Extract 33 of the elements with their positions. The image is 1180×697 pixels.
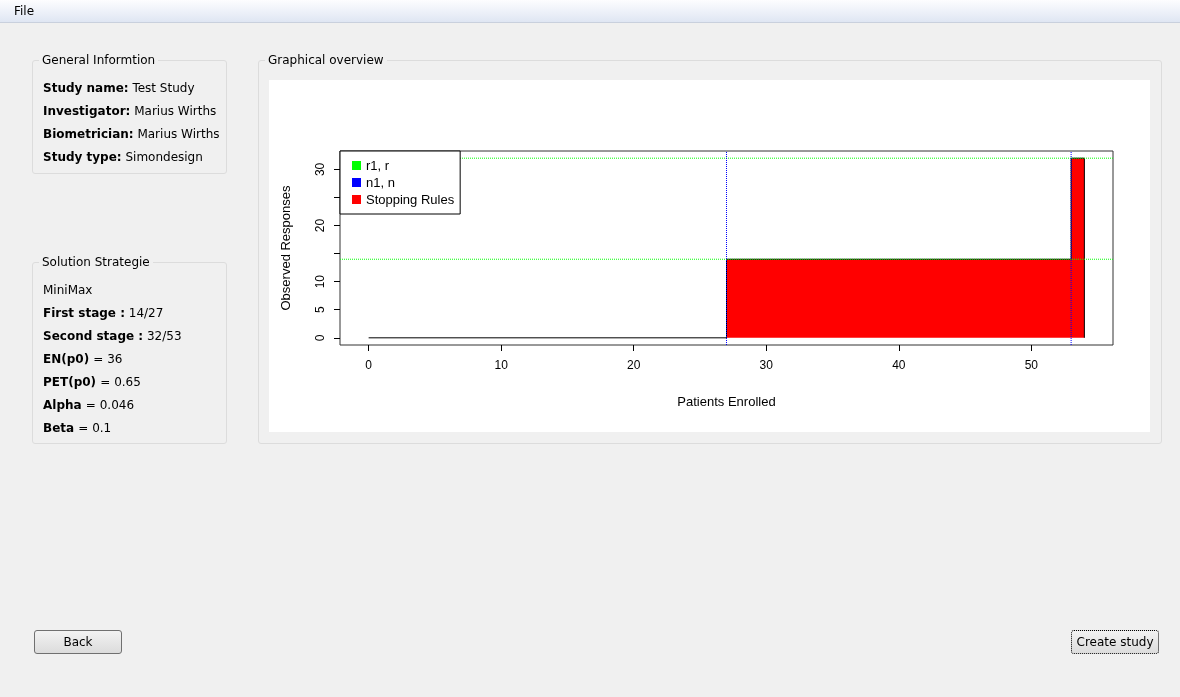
- text: Back: [34, 630, 122, 654]
- x-tick-label: 10: [494, 358, 509, 372]
- x-axis-title: Patients Enrolled: [677, 394, 776, 409]
- text: First stage : 14/27: [43, 306, 164, 320]
- text: Investigator: Marius Wirths: [43, 104, 217, 118]
- x-tick-label: 40: [892, 358, 906, 372]
- text: Study type: Simondesign: [43, 150, 203, 164]
- y-tick-label: 30: [313, 162, 327, 177]
- text: Create study: [1071, 630, 1159, 654]
- x-tick-label: 30: [759, 358, 774, 372]
- text: PET(p0) = 0.65: [43, 375, 141, 389]
- text: Beta = 0.1: [43, 421, 112, 435]
- y-axis-title: Observed Responses: [278, 185, 293, 311]
- text: General Informtion: [39, 53, 159, 67]
- text: Second stage : 32/53: [43, 329, 182, 343]
- text: Alpha = 0.046: [43, 398, 135, 412]
- x-tick-label: 0: [365, 358, 373, 372]
- text: EN(p0) = 36: [43, 352, 123, 366]
- y-tick-label: 10: [313, 274, 327, 289]
- text: File: [14, 4, 35, 18]
- x-tick-label: 50: [1024, 358, 1039, 372]
- x-tick-label: 20: [627, 358, 641, 372]
- text: Solution Strategie: [39, 255, 153, 269]
- legend-label: r1, r: [366, 158, 390, 173]
- legend-label: n1, n: [366, 175, 395, 190]
- legend-label: Stopping Rules: [366, 192, 455, 207]
- chart-title: Graphical overview: [265, 53, 387, 67]
- text: MiniMax: [43, 283, 93, 297]
- y-tick-label: 0: [313, 334, 327, 342]
- text: Biometrician: Marius Wirths: [43, 127, 220, 141]
- y-tick-label: 20: [313, 218, 327, 233]
- y-tick-label: 5: [313, 306, 327, 314]
- text: Study name: Test Study: [43, 81, 195, 95]
